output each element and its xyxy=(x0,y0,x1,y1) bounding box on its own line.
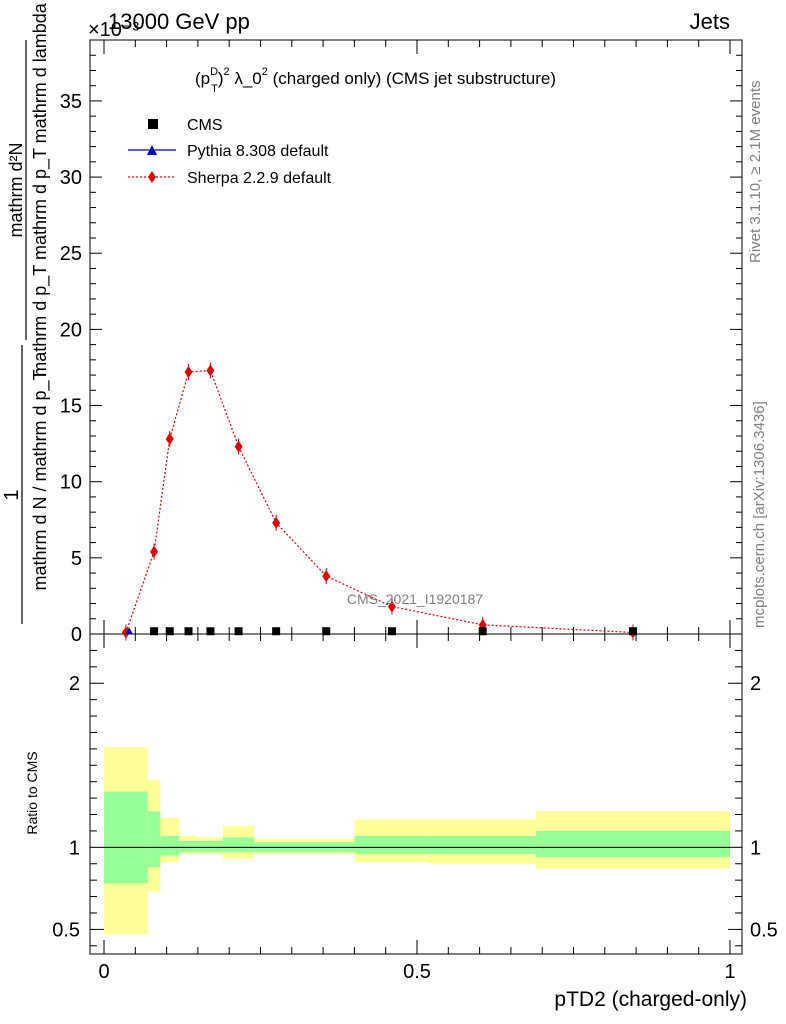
title-part-rest: (charged only) (CMS jet substructure) xyxy=(268,69,556,88)
main-ylabel: 1 mathrm d N / mathrm d p_T mathrm d²N m… xyxy=(1,2,51,624)
main-yticklabel-2: 10 xyxy=(60,472,82,494)
title-part-sub: T xyxy=(211,83,218,95)
cms-point-4 xyxy=(206,627,215,636)
sherpa-point-5 xyxy=(234,440,243,453)
ratio-axes: 0.5 0.5 1 1 2 2 0 0.5 1 xyxy=(52,634,778,983)
ratio-ylabel: Ratio to CMS xyxy=(24,751,40,834)
main-yticklabel-4: 20 xyxy=(60,319,82,341)
series-layer xyxy=(121,362,637,641)
ratio-inner-band-1 xyxy=(147,811,161,868)
cms-point-5 xyxy=(234,627,243,636)
main-yticklabel-5: 25 xyxy=(60,243,82,265)
legend-sherpa-label: Sherpa 2.2.9 default xyxy=(187,170,332,187)
legend-cms-label: CMS xyxy=(187,117,223,134)
title-part-lam: λ_0 xyxy=(230,69,262,88)
sherpa-point-6 xyxy=(272,516,281,529)
main-yticklabel-7: 35 xyxy=(60,91,82,113)
pythia-point-0 xyxy=(125,627,134,635)
watermark: CMS_2021_I1920187 xyxy=(347,591,483,607)
cms-point-3 xyxy=(184,627,193,636)
xticklabel-2: 1 xyxy=(724,961,735,983)
ratio-yticklabel-left-0: 0.5 xyxy=(52,919,80,941)
sherpa-point-3 xyxy=(184,366,193,379)
title-part-p: (p xyxy=(195,69,210,88)
legend-sherpa-marker xyxy=(148,171,156,183)
cms-point-2 xyxy=(165,627,174,636)
cms-point-8 xyxy=(387,627,396,636)
header-left: 13000 GeV pp xyxy=(108,9,250,34)
header-right: Jets xyxy=(690,9,730,34)
title-part-sq2: 2 xyxy=(262,66,268,78)
ratio-inner-band-0 xyxy=(104,791,148,884)
main-axes: 0 5 10 15 20 25 30 35 xyxy=(60,39,742,646)
cms-point-9 xyxy=(478,627,487,636)
ratio-yticklabel-left-1: 1 xyxy=(69,837,80,859)
ratio-inner-band-3 xyxy=(179,840,198,853)
ratio-frame xyxy=(89,633,743,955)
ratio-yticklabel-right-0: 0.5 xyxy=(750,919,778,941)
main-title: (pD T)2 λ_02 (charged only) (CMS jet subs… xyxy=(195,66,556,95)
cms-point-6 xyxy=(272,627,281,636)
title-part-sq: 2 xyxy=(223,66,229,78)
legend-pythia-label: Pythia 8.308 default xyxy=(187,143,329,160)
ratio-yticklabel-right-2: 2 xyxy=(750,673,761,695)
ratio-inner-band-2 xyxy=(160,835,180,856)
sherpa-point-2 xyxy=(165,433,174,446)
rivet-label: Rivet 3.1.10, ≥ 2.1M events xyxy=(747,81,764,264)
legend-cms-marker xyxy=(148,119,158,129)
sherpa-point-7 xyxy=(322,570,331,583)
main-yticklabel-0: 0 xyxy=(71,624,82,646)
ratio-inner-band-4 xyxy=(197,840,223,853)
sherpa-point-4 xyxy=(206,364,215,377)
ratio-bands xyxy=(104,747,730,935)
cms-point-10 xyxy=(628,627,637,636)
ratio-inner-band-5 xyxy=(222,837,255,853)
main-yticklabel-1: 5 xyxy=(71,548,82,570)
title-part-close: ) xyxy=(218,69,224,88)
title-part-sup: D xyxy=(210,66,218,78)
ratio-yticklabel-left-2: 2 xyxy=(69,673,80,695)
ratio-inner-band-9 xyxy=(429,835,536,854)
ratio-yticklabel-right-1: 1 xyxy=(750,837,761,859)
sherpa-point-8 xyxy=(387,600,396,613)
legend: CMS Pythia 8.308 default Sherpa 2.2.9 de… xyxy=(128,117,332,187)
ylabel-prefix-num: 1 xyxy=(1,489,23,500)
main-yticklabel-3: 15 xyxy=(60,396,82,418)
ratio-inner-band-8 xyxy=(354,835,430,854)
sherpa-point-1 xyxy=(150,545,159,558)
ylabel-prefix-den: mathrm d N / mathrm d p_T xyxy=(30,369,51,590)
ratio-inner-band-10 xyxy=(535,830,730,858)
main-yticklabel-6: 30 xyxy=(60,167,82,189)
cms-point-7 xyxy=(322,627,331,636)
ylabel-numerator: mathrm d²N xyxy=(6,142,26,237)
exponent-label: ×10⁻³ xyxy=(88,19,139,41)
xlabel: pTD2 (charged-only) xyxy=(554,988,747,1011)
ylabel-denominator: mathrm d p_T mathrm d p_T mathrm d lambd… xyxy=(30,2,51,376)
cms-point-1 xyxy=(150,627,159,636)
xticklabel-1: 0.5 xyxy=(403,961,431,983)
mcplots-label: mcplots.cern.ch [arXiv:1306.3436] xyxy=(751,401,768,628)
xticklabel-0: 0 xyxy=(98,961,109,983)
legend-pythia-marker xyxy=(147,145,157,155)
